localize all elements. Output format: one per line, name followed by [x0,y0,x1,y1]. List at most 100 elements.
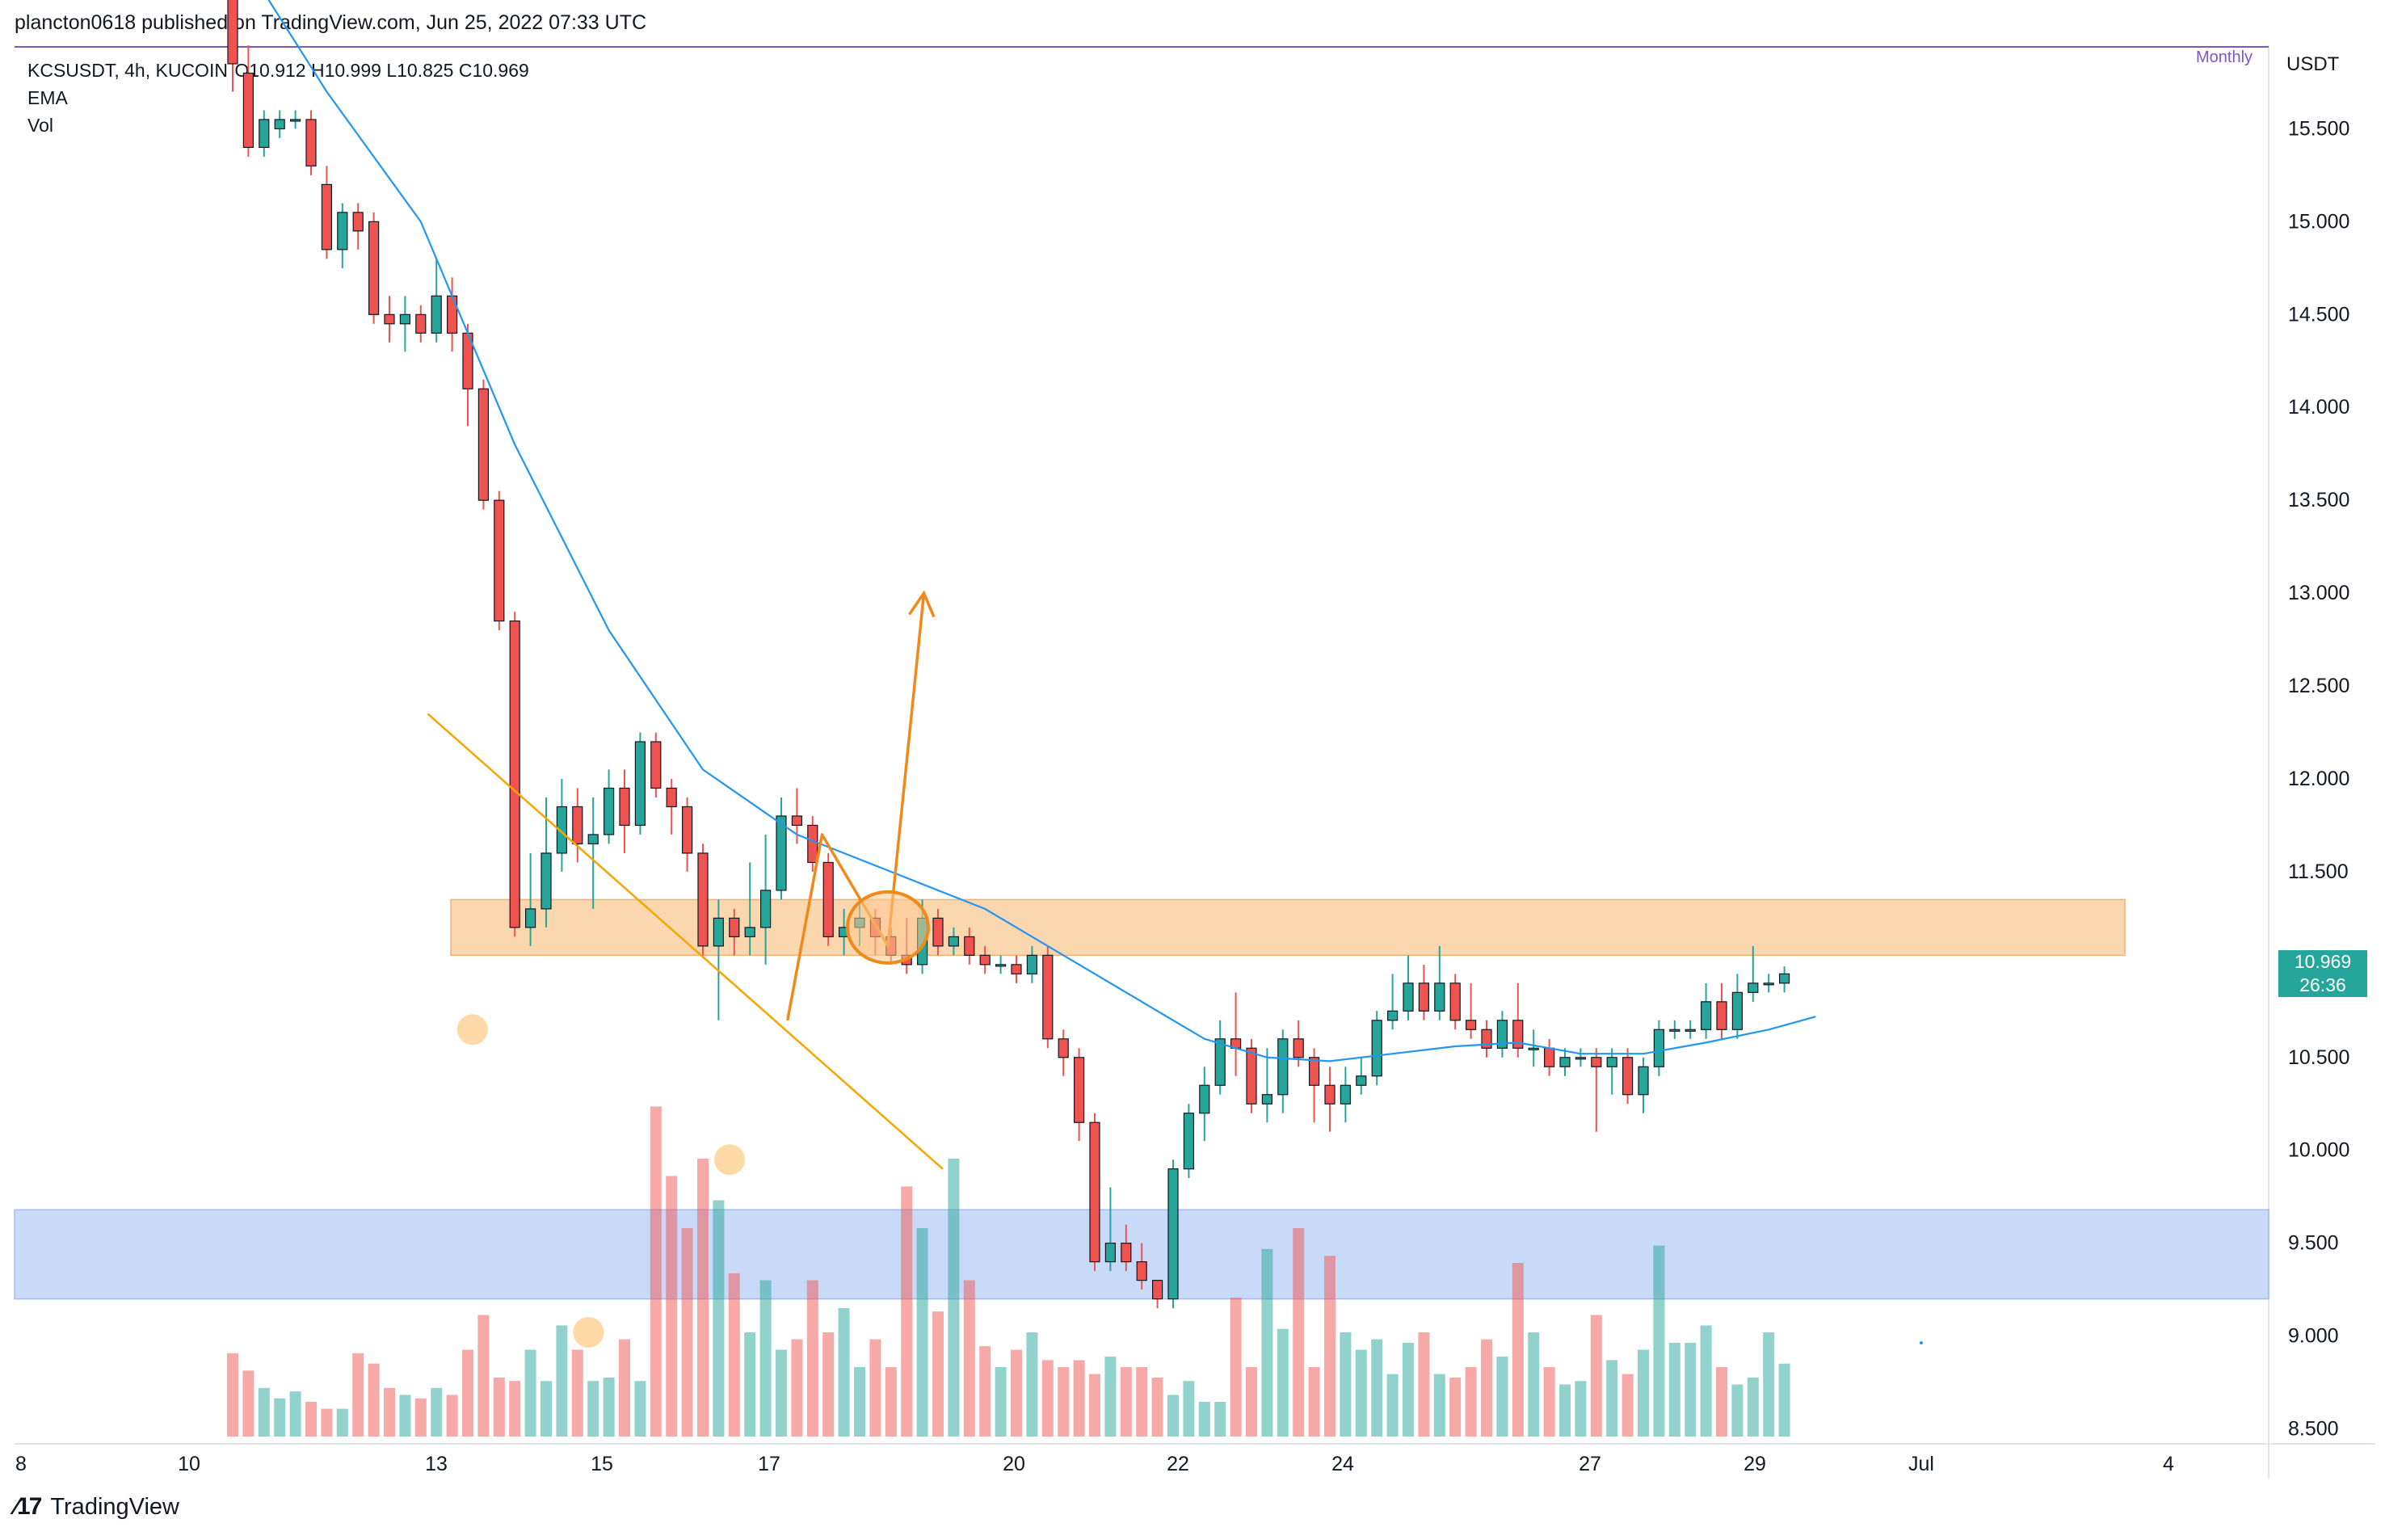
candle-body [1638,1066,1649,1096]
volume-bar [759,1280,772,1437]
volume-bar [368,1363,380,1437]
volume-bar [446,1395,458,1437]
volume-bar [822,1332,835,1437]
volume-bar [242,1370,254,1437]
candle-body [1324,1084,1336,1105]
candle-body [1779,973,1790,984]
projection-path[interactable] [786,592,926,1021]
volume-bar [728,1273,740,1437]
volume-bar [1668,1342,1680,1437]
volume-bar [524,1349,536,1437]
candle-body [1371,1020,1382,1077]
target-circle[interactable] [845,890,930,965]
candle-body [242,72,254,149]
volume-bar [869,1339,881,1437]
volume-bar [462,1349,473,1437]
volume-bar [336,1408,348,1437]
countdown-tag: 26:36 [2278,974,2367,997]
volume-bar [916,1228,928,1437]
volume-bar [1198,1402,1210,1437]
volume-bar [1496,1357,1508,1437]
volume-bar [1355,1349,1367,1437]
candle-body [290,119,301,122]
candle-body [431,295,442,334]
volume-bar [1324,1256,1336,1437]
candle-body [1716,1001,1727,1030]
y-tick-label: 9.000 [2288,1325,2339,1348]
descending-trendline[interactable] [427,713,944,1170]
legend-ohlc: O10.912 H10.999 L10.825 C10.969 [234,60,529,81]
volume-bar [1230,1298,1242,1437]
volume-bar [384,1387,395,1437]
candle-body [713,917,725,947]
low-marker[interactable] [573,1316,604,1348]
volume-bar [274,1398,286,1437]
y-tick-label: 9.500 [2288,1232,2339,1255]
y-tick-label: 13.000 [2288,582,2349,604]
candle-body [399,313,410,325]
candle-body [776,815,787,891]
volume-bar [697,1159,709,1437]
footer-brand[interactable]: TradingView [50,1493,179,1520]
y-tick-label: 13.500 [2288,489,2349,511]
volume-bar [1403,1342,1414,1437]
y-tick-label: 15.500 [2288,117,2349,140]
candle-body [368,221,380,315]
volume-bar [744,1332,756,1437]
x-tick-label: Jul [1908,1453,1934,1475]
y-tick-label: 8.500 [2288,1418,2339,1441]
tradingview-logo-icon[interactable]: ⁄17 [15,1493,42,1520]
monthly-label: Monthly [2196,48,2253,66]
candle-body [1026,954,1038,974]
volume-bar [932,1311,944,1437]
x-tick-label: 15 [591,1453,613,1475]
volume-bar [1512,1263,1524,1437]
candle-body [1089,1121,1100,1263]
candle-body [650,741,662,789]
candle-body [1011,964,1022,974]
volume-bar [1700,1325,1712,1437]
footer: ⁄17 TradingView [15,1493,179,1521]
candle-body [979,954,991,966]
volume-bar [587,1381,599,1437]
candle-body [1763,982,1774,986]
low-marker[interactable] [713,1144,745,1176]
x-tick-label: 8 [15,1453,27,1475]
volume-bar [1261,1248,1273,1437]
y-tick-label: 10.500 [2288,1046,2349,1069]
y-tick-label: 10.000 [2288,1139,2349,1162]
volume-bar [1731,1384,1744,1437]
legend-vol[interactable]: Vol [27,115,53,136]
volume-bar [1685,1342,1697,1437]
low-marker[interactable] [456,1014,488,1046]
volume-bar [791,1339,803,1437]
candle-body [1512,1020,1524,1049]
volume-bar [1465,1367,1477,1437]
price-axis-unit[interactable]: USDT [2286,53,2340,75]
candle-body [1496,1020,1508,1049]
candle-body [1669,1029,1680,1032]
candle-body [1528,1047,1539,1050]
legend-ema[interactable]: EMA [27,87,68,108]
candle-body [1465,1020,1477,1030]
candle-body [1701,1001,1712,1030]
stray-dot [1920,1341,1923,1344]
candle-body [1575,1057,1587,1060]
volume-bar [681,1228,693,1437]
x-tick-label: 13 [425,1453,448,1475]
volume-bar [541,1381,552,1437]
candle-body [791,815,803,827]
ema-line[interactable] [233,0,1816,1062]
candle-body [1214,1038,1226,1086]
y-tick-label: 12.500 [2288,675,2349,697]
volume-bar [963,1280,975,1437]
legend-symbol-row: KCSUSDT, 4h, KUCOIN O10.912 H10.999 L10.… [27,57,529,84]
candle-body [1151,1280,1163,1300]
legend-symbol[interactable]: KCSUSDT, 4h, KUCOIN [27,60,228,81]
candle-body [305,119,317,167]
volume-bar [603,1377,615,1437]
volume-bar [399,1395,411,1437]
x-tick-label: 20 [1003,1453,1025,1475]
volume-bar [1277,1328,1289,1437]
